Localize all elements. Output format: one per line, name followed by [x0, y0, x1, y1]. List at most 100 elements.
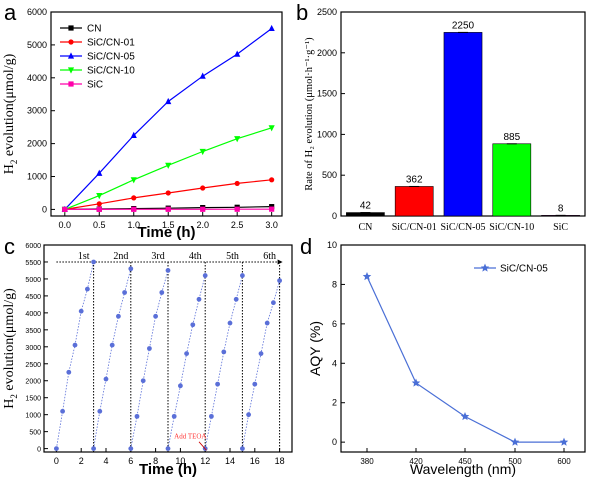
- y-axis-label: AQY (%): [307, 321, 323, 376]
- panel-label-a: a: [4, 0, 17, 25]
- x-axis-label: Time (h): [139, 461, 197, 478]
- panel-a-line-chart: 0.0 0.5 1.0 1.5 2.0 2.5 3.0 0 1000 2000 3000 4000 50…: [2, 0, 283, 241]
- x-tick-label: 18: [275, 456, 285, 466]
- data-point-SiC/CN-01: [234, 180, 240, 187]
- data-point: [411, 378, 421, 387]
- x-tick-label: 14: [225, 456, 235, 466]
- x-tick-label: 2.5: [231, 220, 244, 230]
- y-tick-label: 1500: [25, 396, 41, 403]
- y-tick-label: 2000: [25, 379, 41, 386]
- plot-frame: [50, 11, 283, 217]
- panel-c-cycle-chart: 0 2 4 6 8 10 12 14 16 18 0 500 1000 1500 2000 2500 3000 3…: [2, 234, 293, 478]
- data-point-SiC/CN-05: [268, 24, 275, 32]
- data-point: [85, 286, 90, 292]
- data-point: [97, 408, 103, 414]
- bar-value-label: 2250: [452, 20, 475, 31]
- legend-label: SiC: [87, 80, 103, 91]
- annotation-arrow: [198, 441, 207, 451]
- data-point-SiC: [62, 206, 68, 213]
- data-point: [165, 268, 171, 273]
- x-tick-label: 500: [508, 457, 522, 466]
- x-tick-label: 0.5: [93, 220, 106, 230]
- legend-marker: [68, 39, 74, 45]
- cycle-label: 2nd: [113, 251, 128, 262]
- data-point: [72, 342, 78, 348]
- data-point-SiC: [131, 206, 137, 212]
- arrow-head: [277, 259, 283, 265]
- cycle-label: 3rd: [151, 251, 164, 262]
- data-point-SiC: [200, 206, 206, 212]
- annotation-text: Add TEOA: [174, 432, 206, 440]
- y-tick-label: 1500: [317, 89, 337, 99]
- data-point-SiC/CN-01: [200, 185, 206, 191]
- y-axis-label: H2 evolution(μmol/g): [2, 53, 19, 174]
- data-point: [153, 313, 159, 319]
- x-tick-label: CN: [358, 222, 372, 233]
- data-point: [54, 446, 59, 452]
- bar-SiC/CN-05: [443, 32, 483, 217]
- y-tick-label: 3000: [25, 345, 41, 352]
- x-tick-label: 0.0: [59, 220, 72, 230]
- x-tick-label: 420: [409, 457, 423, 466]
- y-tick-label: 6: [332, 319, 337, 329]
- y-tick-label: 4000: [25, 311, 41, 318]
- data-point-SiC/CN-01: [131, 195, 137, 201]
- data-point: [227, 320, 233, 326]
- y-tick-label: 2000: [27, 139, 47, 149]
- y-tick-label: 3500: [25, 328, 41, 335]
- x-tick-label: SiC: [553, 222, 568, 233]
- data-point: [103, 376, 109, 382]
- panel-label-c: c: [4, 234, 15, 259]
- x-tick-label: 0: [54, 456, 59, 466]
- panel-b-bar-chart: 0 500 1000 1500 2000 2500 42 CN 362 SiC/CN-01 2250…: [296, 0, 586, 233]
- bar-value-label: 8: [558, 203, 564, 214]
- panel-d-aqy-chart: 0 2 4 6 8 10 380 420 450 500 600 SiC/CN-05 Wavelengt…: [300, 234, 586, 477]
- x-tick-label: 450: [458, 457, 472, 466]
- x-tick-label: SiC/CN-10: [489, 222, 534, 233]
- y-tick-label: 2500: [25, 362, 41, 369]
- data-point: [134, 413, 140, 419]
- data-point: [122, 290, 127, 295]
- legend-label: SiC/CN-05: [500, 264, 548, 275]
- data-point: [215, 381, 221, 387]
- x-axis-label: Wavelength (nm): [410, 461, 516, 477]
- data-point: [362, 272, 372, 281]
- data-point: [271, 300, 276, 306]
- x-tick-label: 3.0: [265, 220, 278, 230]
- x-tick-label: 8: [153, 456, 158, 466]
- cycle-label: 5th: [226, 251, 239, 262]
- data-point-SiC/CN-05: [199, 72, 206, 79]
- legend-marker: [68, 25, 74, 31]
- data-point-SiC/CN-10: [165, 162, 172, 169]
- legend-marker: [67, 67, 75, 74]
- y-tick-label: 5500: [25, 260, 41, 267]
- cycle-label: 1st: [78, 251, 90, 262]
- y-tick-label: 6000: [25, 243, 41, 250]
- data-point: [109, 342, 115, 348]
- data-point: [165, 446, 171, 452]
- y-tick-label: 4: [332, 358, 337, 368]
- plot-frame: [340, 244, 586, 453]
- bar-SiC/CN-01: [394, 186, 434, 217]
- data-point: [128, 446, 134, 452]
- x-tick-label: 16: [250, 456, 260, 466]
- x-tick-label: 2: [79, 456, 84, 466]
- data-point: [91, 259, 96, 265]
- data-point: [78, 308, 84, 314]
- x-tick-label: 1.5: [162, 220, 175, 230]
- y-tick-label: 5000: [25, 277, 41, 284]
- y-axis-label: H2 evolution(μmol/g): [2, 288, 19, 409]
- y-tick-label: 2500: [317, 7, 337, 17]
- bar-value-label: 362: [406, 174, 423, 185]
- y-tick-label: 4500: [25, 294, 41, 301]
- cycle-label: 6th: [263, 251, 276, 262]
- legend-label: CN: [87, 24, 101, 35]
- y-tick-label: 0: [42, 204, 47, 214]
- plot-frame: [43, 244, 293, 453]
- data-point: [147, 346, 152, 351]
- data-point: [209, 413, 214, 419]
- y-tick-label: 0: [332, 437, 337, 447]
- x-tick-label: 4: [103, 456, 108, 466]
- x-tick-label: SiC/CN-05: [440, 222, 485, 233]
